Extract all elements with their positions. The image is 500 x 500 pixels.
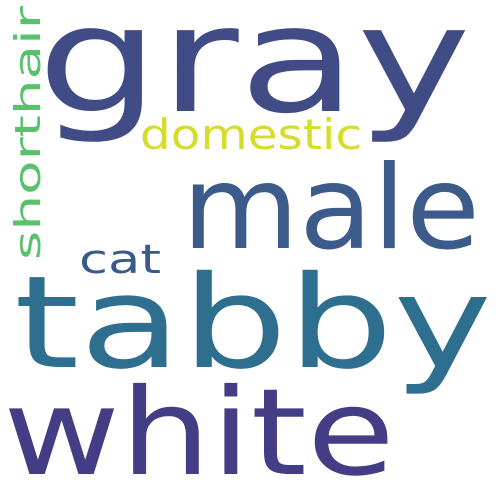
word-domestic: domestic [140,110,362,159]
word-tabby: tabby [14,249,492,398]
word-shorthair: shorthair [8,6,49,260]
word-cat: cat [79,237,161,283]
word-white: white [3,364,395,500]
word-male: male [182,141,480,276]
word-gray: gray [37,0,471,146]
